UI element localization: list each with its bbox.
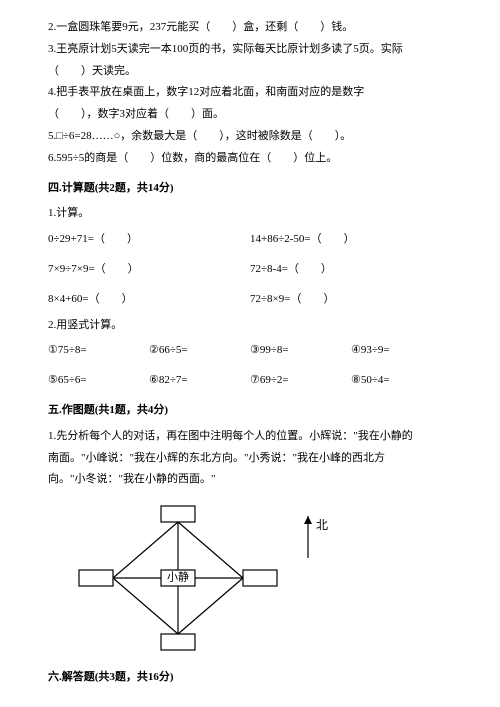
- calc-cell: ②66÷5=: [149, 341, 250, 361]
- svg-text:北: 北: [316, 518, 328, 532]
- question-2: 2.一盒圆珠笔要9元，237元能买（ ）盒，还剩（ ）钱。: [48, 18, 452, 38]
- calc-row-1: 0÷29+71=（ ） 14+86÷2-50=（ ）: [48, 230, 452, 250]
- diagram-svg: 小静 北: [48, 498, 348, 658]
- section-5-title: 五.作图题(共1题，共4分): [48, 401, 452, 421]
- question-4-line2: （ ），数字3对应着（ ）面。: [48, 105, 452, 125]
- svg-text:小静: 小静: [167, 570, 189, 584]
- vert-calc-row-2: ⑤65÷6= ⑥82÷7= ⑦69÷2= ⑧50÷4=: [48, 371, 452, 391]
- question-6: 6.595÷5的商是（ ）位数，商的最高位在（ ）位上。: [48, 149, 452, 169]
- calc-cell: ③99÷8=: [250, 341, 351, 361]
- calc-cell: 14+86÷2-50=（ ）: [250, 230, 452, 250]
- question-4-line1: 4.把手表平放在桌面上，数字12对应着北面，和南面对应的是数字: [48, 83, 452, 103]
- calc-cell: 7×9÷7×9=（ ）: [48, 260, 250, 280]
- question-3-line1: 3.王亮原计划5天读完一本100页的书，实际每天比原计划多读了5页。实际: [48, 40, 452, 60]
- section-4-title: 四.计算题(共2题，共14分): [48, 179, 452, 199]
- calc-cell: ⑥82÷7=: [149, 371, 250, 391]
- section-4-q2-label: 2.用竖式计算。: [48, 316, 452, 336]
- calc-cell: 72÷8-4=（ ）: [250, 260, 452, 280]
- calc-cell: ⑤65÷6=: [48, 371, 149, 391]
- calc-row-3: 8×4+60=（ ） 72÷8×9=（ ）: [48, 290, 452, 310]
- vert-calc-row-1: ①75÷8= ②66÷5= ③99÷8= ④93÷9=: [48, 341, 452, 361]
- section-5-q1-line1: 1.先分析每个人的对话，再在图中注明每个人的位置。小辉说："我在小静的: [48, 427, 452, 447]
- calc-row-2: 7×9÷7×9=（ ） 72÷8-4=（ ）: [48, 260, 452, 280]
- section-5-q1-line3: 向。"小冬说："我在小静的西面。": [48, 470, 452, 490]
- question-3-line2: （ ）天读完。: [48, 62, 452, 82]
- calc-cell: 72÷8×9=（ ）: [250, 290, 452, 310]
- section-6-title: 六.解答题(共3题，共16分): [48, 668, 452, 688]
- calc-cell: 0÷29+71=（ ）: [48, 230, 250, 250]
- calc-cell: ④93÷9=: [351, 341, 452, 361]
- calc-cell: ⑧50÷4=: [351, 371, 452, 391]
- calc-cell: ①75÷8=: [48, 341, 149, 361]
- calc-cell: ⑦69÷2=: [250, 371, 351, 391]
- calc-cell: 8×4+60=（ ）: [48, 290, 250, 310]
- section-5-q1-line2: 南面。"小峰说："我在小辉的东北方向。"小秀说："我在小峰的西北方: [48, 449, 452, 469]
- section-4-q1-label: 1.计算。: [48, 204, 452, 224]
- position-diagram: 小静 北: [48, 498, 452, 658]
- question-5: 5.□÷6=28……○，余数最大是（ ），这时被除数是（ ）。: [48, 127, 452, 147]
